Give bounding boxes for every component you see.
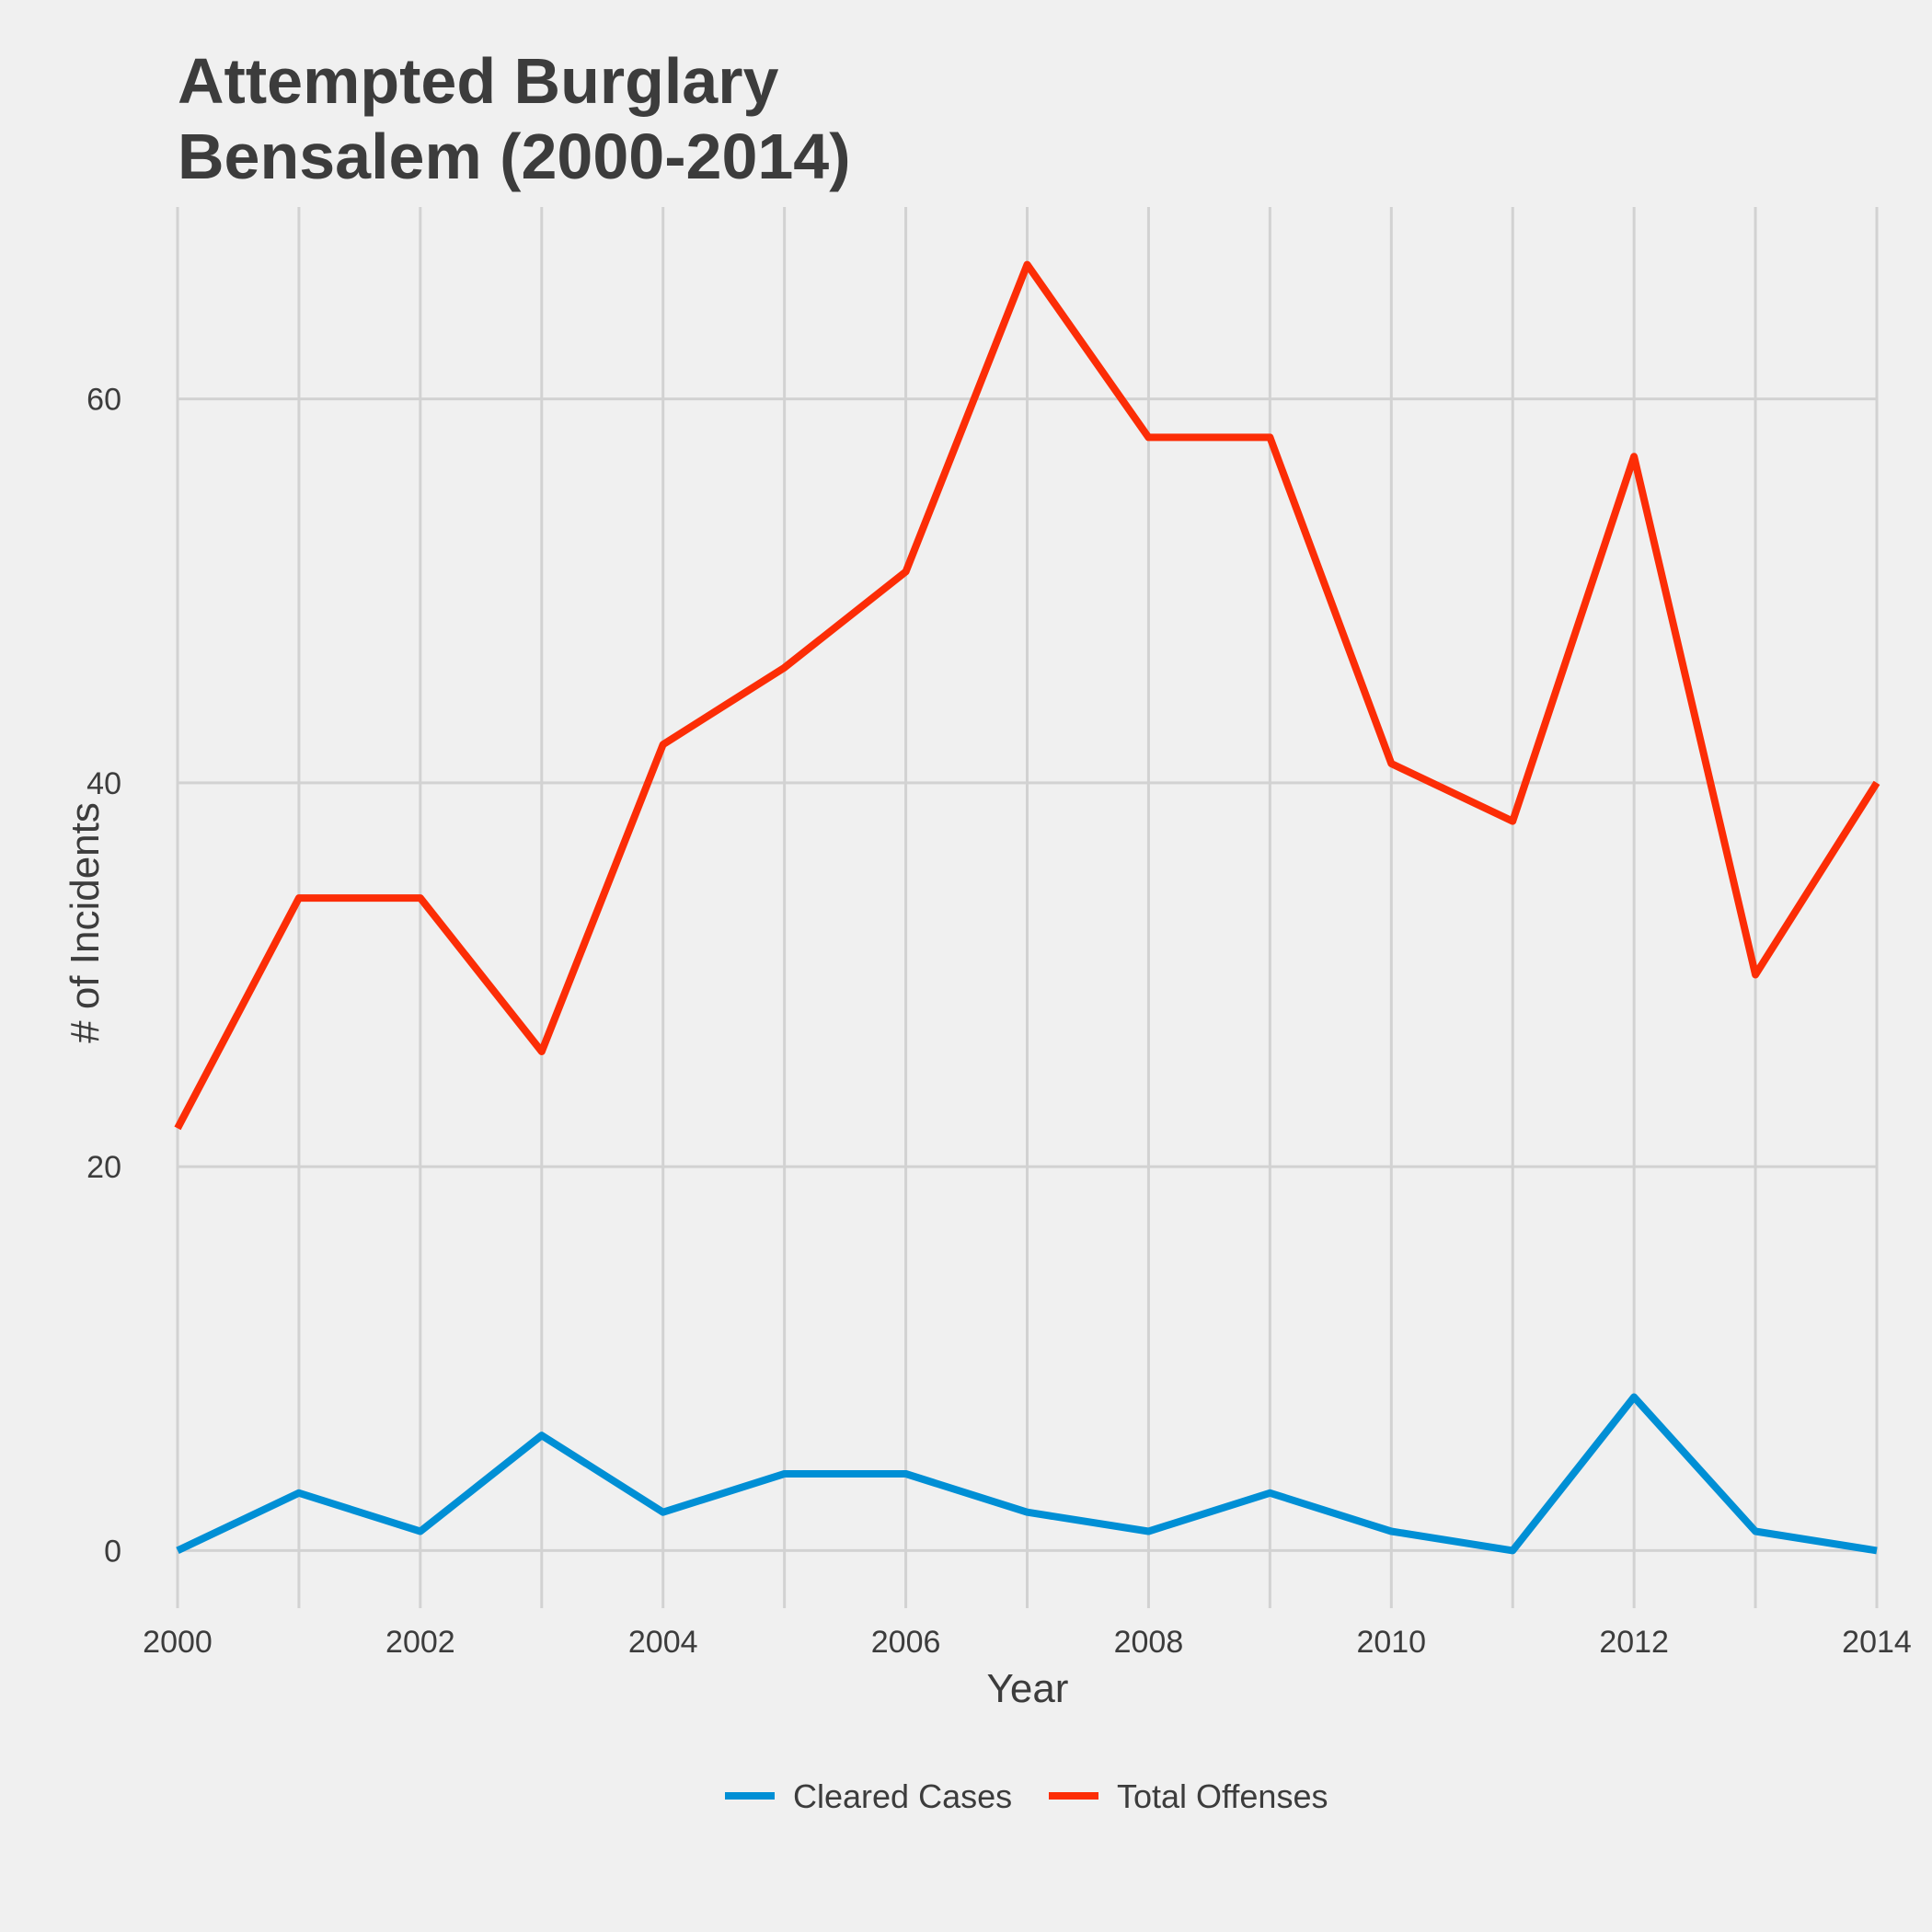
x-tick-label: 2002 bbox=[385, 1625, 455, 1660]
grid bbox=[176, 207, 1879, 1608]
x-tick-label: 2006 bbox=[871, 1625, 941, 1660]
x-tick-label: 2014 bbox=[1842, 1625, 1912, 1660]
x-tick-label: 2010 bbox=[1356, 1625, 1426, 1660]
tick-labels: 0 20 40 60 2000 2002 2004 2006 2008 2010 2012 2014 bbox=[86, 383, 1912, 1660]
chart-title-line-1: Attempted Burglary bbox=[178, 45, 778, 117]
series-lines bbox=[174, 260, 1880, 1555]
y-tick-label: 0 bbox=[104, 1534, 121, 1569]
legend-label: Cleared Cases bbox=[793, 1777, 1012, 1815]
y-tick-label: 40 bbox=[86, 766, 121, 801]
legend: Cleared Cases Total Offenses bbox=[725, 1777, 1328, 1815]
x-tick-label: 2004 bbox=[628, 1625, 698, 1660]
legend-label: Total Offenses bbox=[1117, 1777, 1328, 1815]
x-tick-label: 2000 bbox=[143, 1625, 213, 1660]
x-tick-label: 2012 bbox=[1599, 1625, 1669, 1660]
x-tick-label: 2008 bbox=[1114, 1625, 1184, 1660]
series-line-1 bbox=[174, 260, 1880, 1131]
chart-title-line-2: Bensalem (2000-2014) bbox=[178, 121, 851, 192]
y-axis-title: # of Incidents bbox=[63, 802, 108, 1043]
y-tick-label: 60 bbox=[86, 383, 121, 418]
y-tick-label: 20 bbox=[86, 1150, 121, 1185]
x-axis-title: Year bbox=[987, 1666, 1069, 1711]
series-line-0 bbox=[176, 1393, 1878, 1555]
